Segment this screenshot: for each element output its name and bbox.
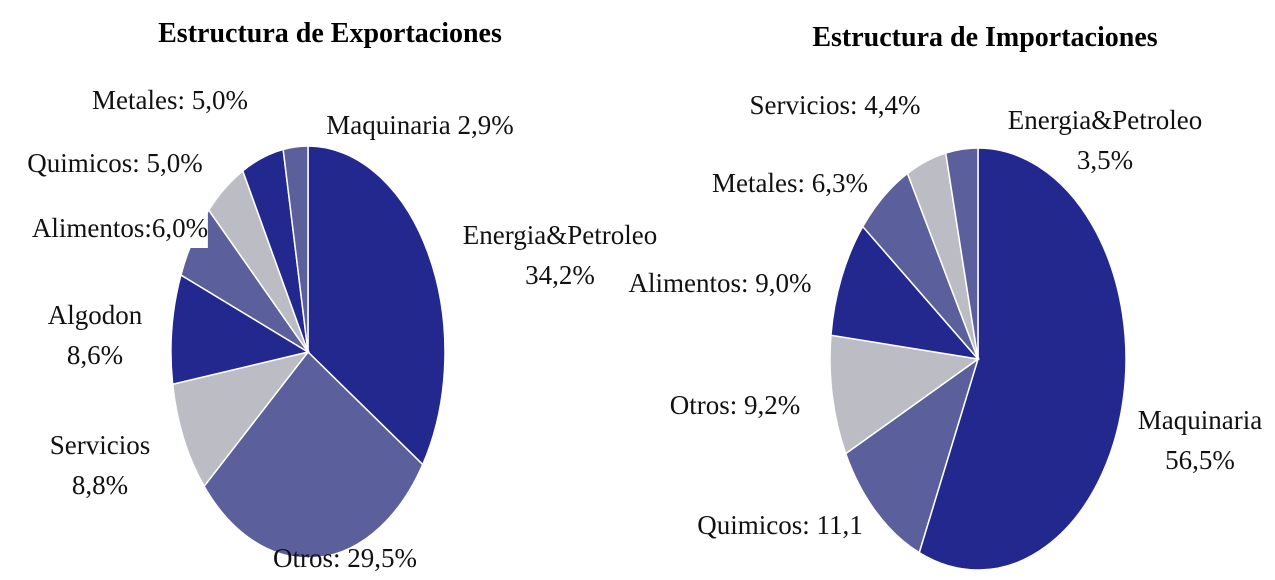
pie-slice [918, 147, 1127, 571]
pie-slice [829, 334, 980, 455]
slice-label: Maquinaria 56,5% [1137, 405, 1263, 475]
slice-label: Energia&Petroleo 3,5% [1007, 105, 1203, 175]
slice-label: Maquinaria 2,9% [326, 110, 514, 140]
pie-slice [203, 350, 424, 559]
chart-title: Estructura de Exportaciones [158, 18, 502, 49]
chart-title: Estructura de Importaciones [812, 22, 1158, 53]
pie-slice [944, 147, 979, 360]
slice-label: Metales: 5,0% [92, 85, 248, 115]
pie-slice [830, 225, 980, 361]
pie-slice [282, 145, 309, 353]
pie-slice [170, 273, 310, 386]
slice-label: Alimentos: 9,0% [628, 268, 812, 298]
slice-label: Quimicos: 11,1 [697, 510, 863, 540]
slice-label: Otros: 9,2% [669, 390, 801, 420]
slice-label: Servicios: 4,4% [749, 90, 921, 120]
slice-label: Servicios 8,8% [49, 430, 151, 500]
slice-label: Energia&Petroleo 34,2% [462, 220, 658, 290]
pie-slice [844, 357, 980, 554]
slice-label: Algodon 8,6% [47, 300, 143, 370]
slice-label: Metales: 6,3% [712, 168, 868, 198]
slice-label: Otros: 29,5% [273, 543, 417, 573]
pie-slice [171, 350, 310, 488]
slice-label: Alimentos:6,0% [31, 208, 209, 248]
slice-label: Quimicos: 5,0% [27, 148, 203, 178]
